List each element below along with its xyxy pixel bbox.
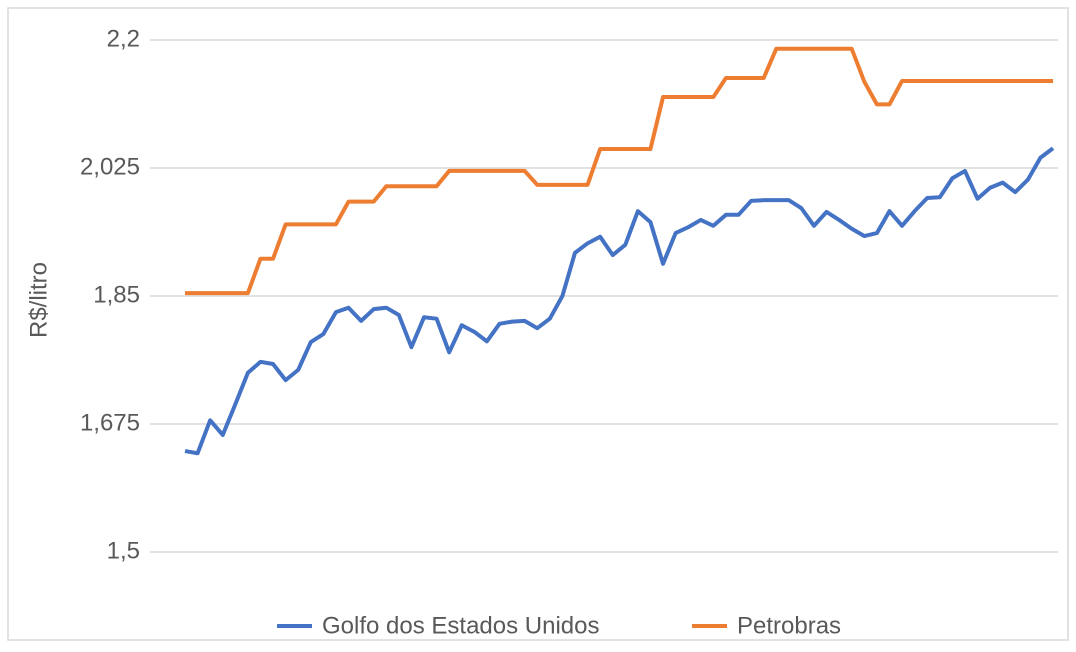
data-line (185, 46, 1053, 296)
y-tick-label: 2,2 (107, 25, 140, 52)
y-tick-label: 1,675 (80, 409, 140, 436)
legend-label: Golfo dos Estados Unidos (322, 612, 600, 639)
legend-label: Petrobras (737, 612, 841, 639)
y-tick-label: 1,5 (107, 537, 140, 564)
y-tick-label: 2,025 (80, 153, 140, 180)
y-tick-label: 1,85 (93, 281, 140, 308)
chart-frame (7, 7, 1069, 641)
y-axis-title: R$/litro (25, 262, 52, 338)
data-line (184, 146, 1055, 456)
